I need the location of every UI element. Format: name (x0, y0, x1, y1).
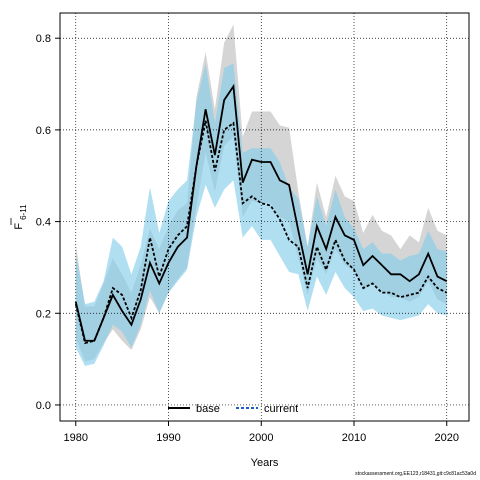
plot-frame (59, 12, 470, 422)
y-tick-label-0: 0.0 (36, 400, 51, 412)
x-tick-label-1980: 1980 (64, 432, 88, 444)
legend: base current (168, 403, 298, 415)
y-axis-title: F 6-11 (10, 204, 28, 230)
x-tick-label-2000: 2000 (249, 432, 273, 444)
svg-text:F 6-11: F 6-11 (13, 204, 28, 230)
x-tick-label-2010: 2010 (342, 432, 366, 444)
x-axis-title: Years (251, 457, 279, 469)
x-axis: 1980 1990 2000 2010 2020 (64, 421, 459, 444)
series-line-current (74, 120, 448, 345)
legend-label-current: current (264, 403, 298, 415)
y-axis-title-main: F (13, 223, 25, 230)
y-tick-label-2: 0.4 (36, 217, 51, 229)
legend-label-base: base (196, 403, 220, 415)
y-tick-label-4: 0.8 (36, 33, 51, 45)
x-tick-label-2020: 2020 (434, 432, 458, 444)
footer-version-text: stockassessment.org,EE123,r18431,git:c9c… (355, 471, 476, 477)
x-tick-label-1990: 1990 (156, 432, 180, 444)
y-axis: 0.0 0.2 0.4 0.6 0.8 (36, 33, 60, 412)
y-axis-title-subscript: 6-11 (19, 204, 28, 220)
y-tick-label-3: 0.6 (36, 125, 51, 137)
y-tick-label-1: 0.2 (36, 308, 51, 320)
series-line-base (74, 83, 448, 342)
series-lines (74, 83, 448, 345)
grid (60, 13, 469, 421)
